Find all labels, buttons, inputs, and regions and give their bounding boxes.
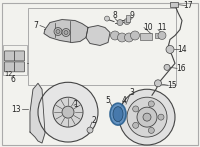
- Circle shape: [127, 97, 167, 137]
- Circle shape: [164, 64, 170, 70]
- Circle shape: [133, 106, 139, 112]
- Circle shape: [143, 113, 151, 121]
- Text: 15: 15: [167, 81, 177, 90]
- Text: 3: 3: [130, 88, 134, 97]
- Text: 1: 1: [74, 100, 78, 109]
- Bar: [140, 32, 152, 40]
- Text: 13: 13: [11, 105, 21, 114]
- Circle shape: [158, 31, 166, 40]
- FancyBboxPatch shape: [14, 51, 24, 61]
- Text: 11: 11: [157, 23, 167, 32]
- Text: 14: 14: [177, 45, 187, 54]
- Circle shape: [62, 106, 74, 118]
- Text: 10: 10: [143, 23, 153, 32]
- Text: 9: 9: [130, 11, 134, 20]
- Circle shape: [130, 31, 140, 40]
- Ellipse shape: [110, 103, 126, 125]
- Text: 4: 4: [122, 96, 126, 105]
- Polygon shape: [44, 20, 88, 42]
- FancyBboxPatch shape: [4, 51, 14, 61]
- Circle shape: [62, 29, 70, 36]
- Circle shape: [64, 31, 68, 35]
- Text: 16: 16: [176, 64, 186, 73]
- Circle shape: [87, 127, 93, 133]
- Circle shape: [104, 16, 110, 21]
- FancyBboxPatch shape: [4, 62, 14, 72]
- Circle shape: [133, 122, 139, 128]
- FancyBboxPatch shape: [14, 62, 24, 72]
- Circle shape: [56, 30, 60, 34]
- Text: 5: 5: [106, 96, 110, 105]
- Circle shape: [54, 27, 62, 35]
- Text: 6: 6: [11, 75, 15, 84]
- Bar: [155, 32, 163, 39]
- Circle shape: [154, 80, 162, 87]
- Circle shape: [38, 82, 98, 142]
- Polygon shape: [30, 83, 45, 143]
- Bar: [170, 2, 178, 7]
- Circle shape: [124, 33, 134, 42]
- Bar: [126, 15, 130, 22]
- Text: 8: 8: [113, 11, 117, 20]
- Text: 2: 2: [92, 116, 96, 125]
- Circle shape: [117, 20, 123, 26]
- Bar: [3, 45, 27, 75]
- Circle shape: [53, 97, 83, 127]
- Circle shape: [137, 107, 157, 127]
- Circle shape: [119, 89, 175, 145]
- Circle shape: [110, 31, 120, 40]
- Text: 17: 17: [183, 1, 193, 10]
- Circle shape: [158, 114, 164, 120]
- Circle shape: [124, 19, 130, 25]
- Text: 7: 7: [34, 21, 38, 30]
- Circle shape: [148, 101, 154, 107]
- Circle shape: [166, 45, 174, 53]
- Ellipse shape: [113, 107, 123, 122]
- Polygon shape: [86, 26, 110, 45]
- Circle shape: [118, 33, 127, 42]
- Bar: [28, 8, 176, 85]
- Text: 12: 12: [4, 71, 12, 77]
- Circle shape: [148, 127, 154, 133]
